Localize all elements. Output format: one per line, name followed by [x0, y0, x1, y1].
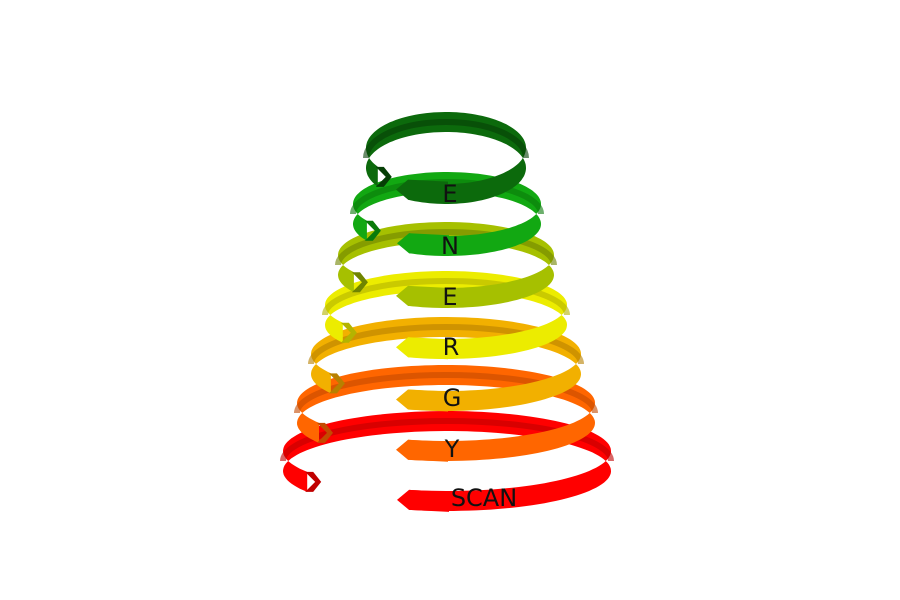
letter-n: N [441, 232, 459, 260]
ring-inner-shade-6 [280, 418, 614, 462]
ring-notch-2 [351, 272, 368, 293]
letter-y: Y [444, 435, 460, 463]
ring-inner-shade-3 [322, 278, 570, 316]
letter-g: G [443, 384, 462, 412]
ring-notch-6 [305, 471, 322, 492]
ring-arrow-tab-1 [397, 233, 449, 256]
ring-arrow-tab-2 [396, 285, 448, 308]
ring-notch-0 [375, 166, 392, 187]
ring-inner-shade-5 [294, 372, 598, 414]
ring-arrow-tab-5 [396, 439, 448, 462]
ring-inner-shade-4 [308, 324, 584, 365]
ring-arrow-tab-0 [396, 179, 448, 202]
ring-notch-3 [340, 322, 357, 343]
letter-r: R [443, 333, 460, 361]
ring-arrow-tab-4 [396, 389, 448, 412]
ring-notch-1 [364, 220, 381, 241]
ring-arrow-tab-3 [396, 337, 448, 360]
ring-notch-4 [328, 373, 345, 394]
ring-inner-shade-0 [363, 119, 529, 159]
letter-e-2: E [442, 283, 457, 311]
ring-band-0 [366, 112, 526, 204]
letter-e-1: E [442, 180, 457, 208]
ring-notch-5 [316, 422, 333, 443]
ring-arrow-tab-6 [397, 489, 449, 512]
ring-inner-shade-2 [335, 229, 557, 266]
word-scan: SCAN [451, 484, 517, 512]
